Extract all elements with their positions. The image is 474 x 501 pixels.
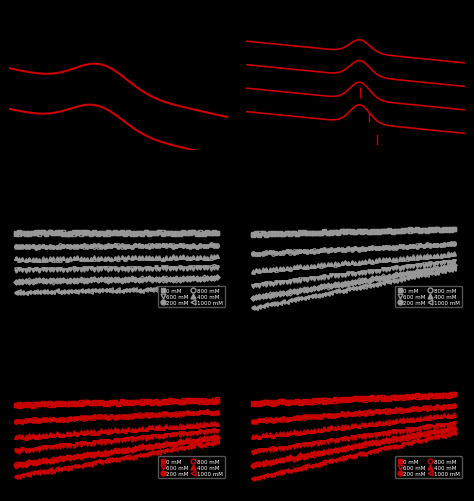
Legend: 0 mM, 600 mM, 200 mM, 800 mM, 400 mM, 1000 mM: 0 mM, 600 mM, 200 mM, 800 mM, 400 mM, 10…	[158, 286, 225, 308]
Legend: 0 mM, 600 mM, 200 mM, 800 mM, 400 mM, 1000 mM: 0 mM, 600 mM, 200 mM, 800 mM, 400 mM, 10…	[395, 286, 462, 308]
Legend: 0 mM, 600 mM, 200 mM, 800 mM, 400 mM, 1000 mM: 0 mM, 600 mM, 200 mM, 800 mM, 400 mM, 10…	[395, 456, 462, 478]
Legend: 0 mM, 600 mM, 200 mM, 800 mM, 400 mM, 1000 mM: 0 mM, 600 mM, 200 mM, 800 mM, 400 mM, 10…	[158, 456, 225, 478]
